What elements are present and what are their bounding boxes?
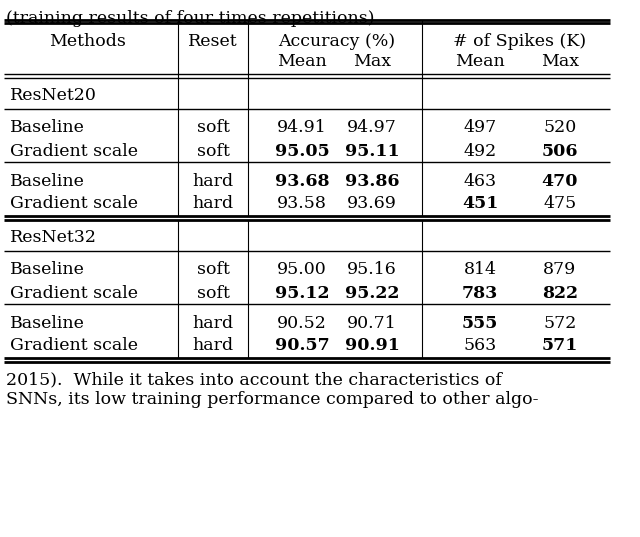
Text: 90.57: 90.57 [275,337,330,354]
Text: 94.97: 94.97 [347,120,397,136]
Text: Reset: Reset [188,33,238,50]
Text: 90.71: 90.71 [347,315,397,331]
Text: 814: 814 [463,262,497,279]
Text: hard: hard [193,195,234,213]
Text: soft: soft [196,142,229,159]
Text: Baseline: Baseline [10,172,85,190]
Text: Methods: Methods [49,33,127,50]
Text: 506: 506 [541,142,579,159]
Text: # of Spikes (K): # of Spikes (K) [453,33,587,50]
Text: 879: 879 [543,262,577,279]
Text: 95.05: 95.05 [275,142,330,159]
Text: 555: 555 [462,315,498,331]
Text: Gradient scale: Gradient scale [10,195,138,213]
Text: 463: 463 [463,172,497,190]
Text: 95.11: 95.11 [345,142,399,159]
Text: Gradient scale: Gradient scale [10,142,138,159]
Text: Gradient scale: Gradient scale [10,337,138,354]
Text: 475: 475 [543,195,577,213]
Text: Gradient scale: Gradient scale [10,285,138,301]
Text: 95.16: 95.16 [347,262,397,279]
Text: 497: 497 [463,120,497,136]
Text: 93.68: 93.68 [275,172,329,190]
Text: SNNs, its low training performance compared to other algo-: SNNs, its low training performance compa… [6,391,538,409]
Text: Baseline: Baseline [10,315,85,331]
Text: hard: hard [193,172,234,190]
Text: 783: 783 [462,285,498,301]
Text: 2015).  While it takes into account the characteristics of: 2015). While it takes into account the c… [6,372,502,388]
Text: Max: Max [541,54,579,70]
Text: hard: hard [193,315,234,331]
Text: (training results of four times repetitions): (training results of four times repetiti… [6,10,374,27]
Text: 563: 563 [463,337,497,354]
Text: Mean: Mean [277,54,327,70]
Text: 90.91: 90.91 [344,337,399,354]
Text: 492: 492 [463,142,497,159]
Text: ResNet32: ResNet32 [10,229,97,246]
Text: soft: soft [196,262,229,279]
Text: 95.00: 95.00 [277,262,327,279]
Text: 95.12: 95.12 [275,285,329,301]
Text: 520: 520 [543,120,577,136]
Text: 95.22: 95.22 [345,285,399,301]
Text: 90.52: 90.52 [277,315,327,331]
Text: 93.58: 93.58 [277,195,327,213]
Text: 93.69: 93.69 [347,195,397,213]
Text: 571: 571 [542,337,578,354]
Text: Accuracy (%): Accuracy (%) [278,33,396,50]
Text: 451: 451 [462,195,498,213]
Text: Mean: Mean [455,54,505,70]
Text: 93.86: 93.86 [345,172,399,190]
Text: soft: soft [196,120,229,136]
Text: 822: 822 [542,285,578,301]
Text: 572: 572 [543,315,577,331]
Text: 94.91: 94.91 [277,120,327,136]
Text: Baseline: Baseline [10,262,85,279]
Text: Max: Max [353,54,391,70]
Text: ResNet20: ResNet20 [10,88,97,105]
Text: 470: 470 [541,172,579,190]
Text: Baseline: Baseline [10,120,85,136]
Text: hard: hard [193,337,234,354]
Text: soft: soft [196,285,229,301]
